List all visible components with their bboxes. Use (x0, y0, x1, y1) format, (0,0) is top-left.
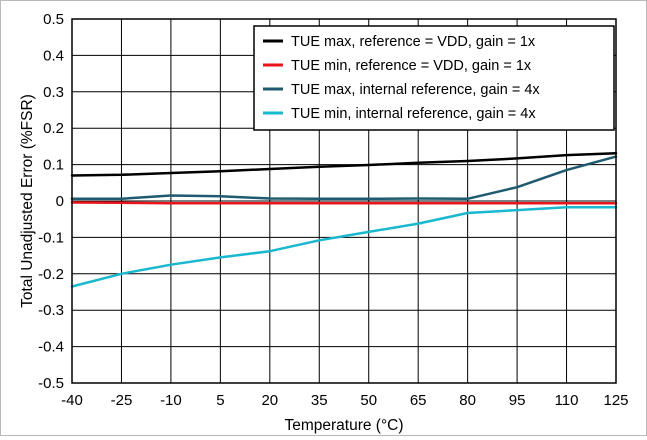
x-tick-label: 20 (261, 392, 278, 409)
plot-border (71, 18, 617, 384)
y-tick-label: -0.5 (38, 375, 64, 392)
series-line-1 (70, 152, 618, 177)
y-tick-label: -0.3 (38, 302, 64, 319)
legend-label-2: TUE min, reference = VDD, gain = 1x (291, 58, 532, 74)
x-axis-title: Temperature (°C) (284, 417, 403, 434)
series-line-3 (70, 155, 618, 201)
x-tick-label: 125 (603, 392, 628, 409)
x-tick-label: 95 (509, 392, 526, 409)
x-tick-label: 110 (555, 392, 579, 409)
y-tick-label: -0.1 (38, 229, 64, 246)
series-line-2 (70, 201, 618, 205)
y-tick-labels: 0.5 0.4 0.3 0.2 0.1 0 -0.1 -0.2 -0.3 -0.4 -0.5 (38, 11, 64, 392)
series-layer (70, 152, 618, 288)
y-tick-label: 0.5 (43, 11, 64, 28)
x-tick-label: -25 (111, 392, 133, 409)
x-tick-label: 35 (311, 392, 328, 409)
y-tick-label: -0.4 (38, 339, 64, 356)
legend-label-3: TUE max, internal reference, gain = 4x (291, 82, 540, 98)
legend-label-4: TUE min, internal reference, gain = 4x (291, 106, 536, 122)
y-tick-label: 0 (56, 193, 64, 210)
legend-label-1: TUE max, reference = VDD, gain = 1x (291, 34, 536, 50)
x-tick-label: 50 (360, 392, 377, 409)
x-tick-label: 65 (410, 392, 427, 409)
x-tick-labels: -40 -25 -10 5 20 35 50 65 80 95 110 125 (61, 392, 628, 409)
y-tick-label: 0.4 (43, 47, 64, 64)
x-tick-label: -10 (160, 392, 182, 409)
x-tick-label: 5 (216, 392, 224, 409)
y-tick-label: 0.3 (43, 84, 64, 101)
legend: TUE max, reference = VDD, gain = 1x TUE m… (253, 25, 615, 131)
y-axis-title: Total Unadjusted Error (%FSR) (19, 94, 36, 308)
legend-box (253, 25, 615, 131)
series-line-4 (70, 205, 618, 288)
x-tick-label: -40 (61, 392, 83, 409)
y-tick-label: 0.1 (43, 157, 64, 174)
y-tick-label: -0.2 (38, 266, 64, 283)
y-tick-label: 0.2 (43, 120, 64, 137)
x-tick-label: 80 (459, 392, 476, 409)
